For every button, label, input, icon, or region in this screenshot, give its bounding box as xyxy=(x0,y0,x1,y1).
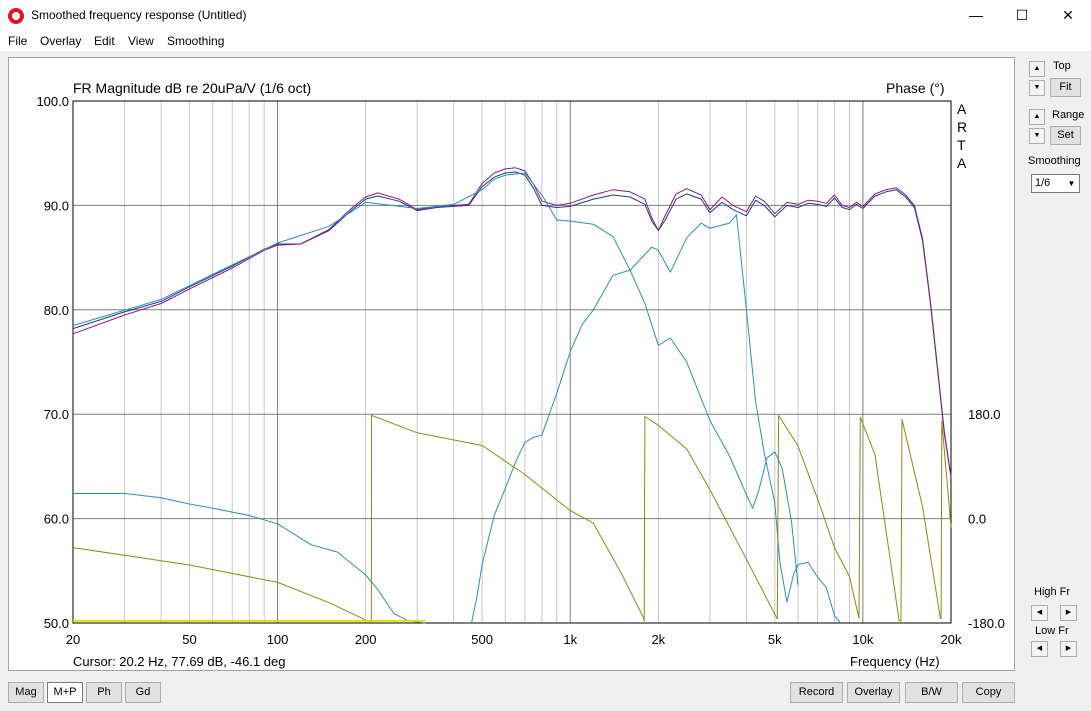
top-label: Top xyxy=(1053,60,1071,72)
y-tick-label: 90.0 xyxy=(44,198,69,213)
x-tick-label: 20k xyxy=(941,632,962,647)
y2-tick-label: 0.0 xyxy=(968,512,986,527)
menu-overlay[interactable]: Overlay xyxy=(40,34,82,48)
brand-letter-r: R xyxy=(957,119,968,135)
mag-phase-button[interactable]: M+P xyxy=(47,682,83,703)
y-tick-label: 50.0 xyxy=(44,616,69,631)
top-down-spinner[interactable]: ▼ xyxy=(1029,80,1045,96)
x-tick-label: 2k xyxy=(651,632,665,647)
record-button[interactable]: Record xyxy=(790,682,843,703)
minimize-button[interactable]: — xyxy=(969,7,983,23)
menu-file[interactable]: File xyxy=(8,34,28,48)
set-button[interactable]: Set xyxy=(1050,126,1081,145)
x-tick-label: 500 xyxy=(471,632,493,647)
maximize-button[interactable]: ☐ xyxy=(1015,7,1029,23)
series-layer xyxy=(72,167,952,624)
chevron-down-icon: ▼ xyxy=(1067,179,1076,188)
series-line-10 xyxy=(900,418,942,622)
high-fr-label: High Fr xyxy=(1034,586,1071,598)
series-line-9 xyxy=(858,416,902,622)
smoothing-select[interactable]: 1/6 ▼ xyxy=(1031,174,1080,193)
x-axis-label: Frequency (Hz) xyxy=(850,654,940,669)
low-fr-right-arrow[interactable]: ▶ xyxy=(1060,641,1077,657)
brand-letter-t: T xyxy=(957,137,966,153)
close-button[interactable]: ✕ xyxy=(1062,7,1074,23)
overlay-button[interactable]: Overlay xyxy=(847,682,900,703)
series-line-8 xyxy=(776,414,860,619)
phase-axis-title: Phase (°) xyxy=(886,80,945,96)
menu-bar: File Overlay Edit View Smoothing xyxy=(0,31,1091,51)
frequency-response-chart[interactable]: 100.0 90.0 80.0 70.0 60.0 50.020 50 100 200 500 1k… xyxy=(9,58,1014,670)
menu-edit[interactable]: Edit xyxy=(94,34,115,48)
brand-letter-a2: A xyxy=(957,155,967,171)
x-tick-label: 100 xyxy=(267,632,289,647)
series-line-11 xyxy=(940,420,952,619)
x-tick-label: 50 xyxy=(182,632,196,647)
x-tick-label: 1k xyxy=(563,632,577,647)
arta-app-icon xyxy=(8,8,24,24)
labels-layer: 100.0 90.0 80.0 70.0 60.0 50.020 50 100 200 500 1k… xyxy=(36,94,1004,647)
low-fr-left-arrow[interactable]: ◀ xyxy=(1031,641,1048,657)
plot-frame xyxy=(72,100,952,624)
series-line-7 xyxy=(643,416,778,622)
menu-smoothing[interactable]: Smoothing xyxy=(167,34,225,48)
low-fr-label: Low Fr xyxy=(1035,625,1069,637)
grid xyxy=(72,100,952,624)
series-line-5 xyxy=(72,547,372,623)
y-tick-label: 60.0 xyxy=(44,512,69,527)
y-tick-label: 80.0 xyxy=(44,303,69,318)
series-line-1 xyxy=(72,167,952,477)
window-title: Smoothed frequency response (Untitled) xyxy=(31,8,247,22)
cursor-readout: Cursor: 20.2 Hz, 77.69 dB, -46.1 deg xyxy=(73,654,286,669)
brand-letter-a: A xyxy=(957,101,967,117)
smoothing-label: Smoothing xyxy=(1028,155,1081,167)
high-fr-right-arrow[interactable]: ▶ xyxy=(1060,605,1077,621)
x-tick-label: 200 xyxy=(355,632,377,647)
top-up-spinner[interactable]: ▲ xyxy=(1029,61,1045,77)
phase-button[interactable]: Ph xyxy=(86,682,122,703)
fit-button[interactable]: Fit xyxy=(1050,78,1081,97)
x-tick-label: 10k xyxy=(852,632,873,647)
high-fr-left-arrow[interactable]: ◀ xyxy=(1031,605,1048,621)
range-down-spinner[interactable]: ▼ xyxy=(1029,128,1045,144)
series-line-0 xyxy=(72,171,952,477)
arta-brand: A R T A xyxy=(957,100,967,172)
title-bar: Smoothed frequency response (Untitled) —… xyxy=(0,0,1091,31)
smoothing-value: 1/6 xyxy=(1035,177,1051,189)
right-control-panel: ▲ ▼ Top Fit ▲ ▼ Range Set Smoothing 1/6 … xyxy=(1015,51,1091,681)
bw-button[interactable]: B/W xyxy=(905,682,958,703)
y2-tick-label: -180.0 xyxy=(968,616,1005,631)
mag-button[interactable]: Mag xyxy=(8,682,44,703)
y-tick-label: 70.0 xyxy=(44,407,69,422)
series-line-3 xyxy=(471,214,842,624)
y-tick-label: 100.0 xyxy=(36,94,69,109)
range-up-spinner[interactable]: ▲ xyxy=(1029,109,1045,125)
x-tick-label: 5k xyxy=(768,632,782,647)
series-line-4 xyxy=(72,172,799,586)
y2-tick-label: 180.0 xyxy=(968,407,1001,422)
series-line-2 xyxy=(73,493,426,624)
group-delay-button[interactable]: Gd xyxy=(125,682,161,703)
range-label: Range xyxy=(1052,109,1085,121)
x-tick-label: 20 xyxy=(66,632,80,647)
copy-button[interactable]: Copy xyxy=(962,682,1015,703)
chart-title: FR Magnitude dB re 20uPa/V (1/6 oct) xyxy=(73,80,312,96)
plot-panel[interactable]: 100.0 90.0 80.0 70.0 60.0 50.0 20 50 100 200 500 1k… xyxy=(8,57,1015,671)
menu-view[interactable]: View xyxy=(128,34,154,48)
series-line-6 xyxy=(370,414,645,622)
